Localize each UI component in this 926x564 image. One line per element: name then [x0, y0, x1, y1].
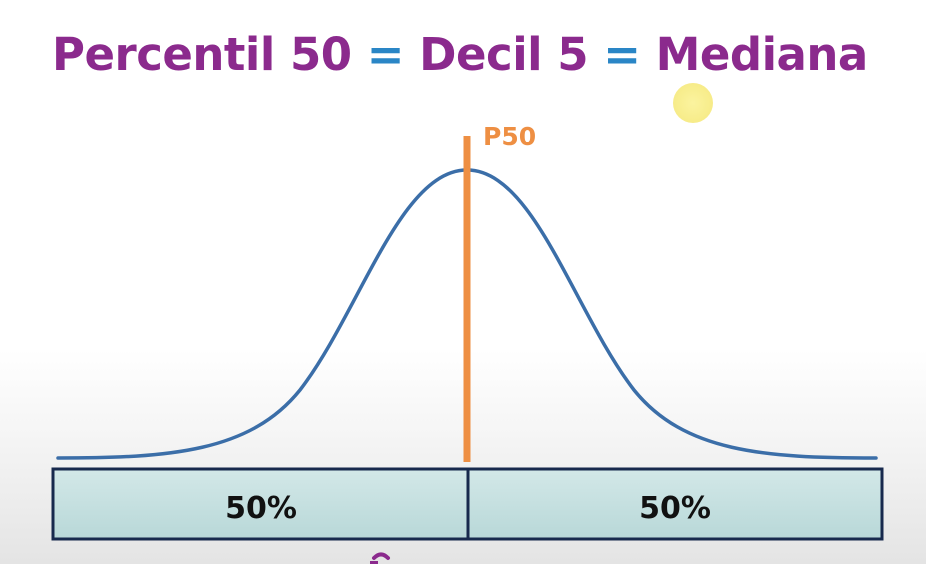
cropped-glyph-icon: [370, 552, 390, 564]
slide-title: Percentil 50 = Decil 5 = Mediana: [52, 26, 868, 84]
title-mediana: Mediana: [655, 28, 869, 81]
title-equals-2: =: [603, 28, 641, 81]
segment-label-left: 50%: [225, 491, 297, 526]
segment-bar-left: [51, 467, 470, 541]
title-equals-1: =: [366, 28, 405, 81]
pointer-highlight-icon: [673, 83, 713, 123]
median-marker-label: P50: [483, 122, 536, 151]
segment-bar-right: [466, 467, 884, 541]
title-percentil: Percentil 50: [52, 28, 352, 81]
segment-label-right: 50%: [639, 491, 711, 526]
title-decil: Decil 5: [419, 28, 589, 81]
